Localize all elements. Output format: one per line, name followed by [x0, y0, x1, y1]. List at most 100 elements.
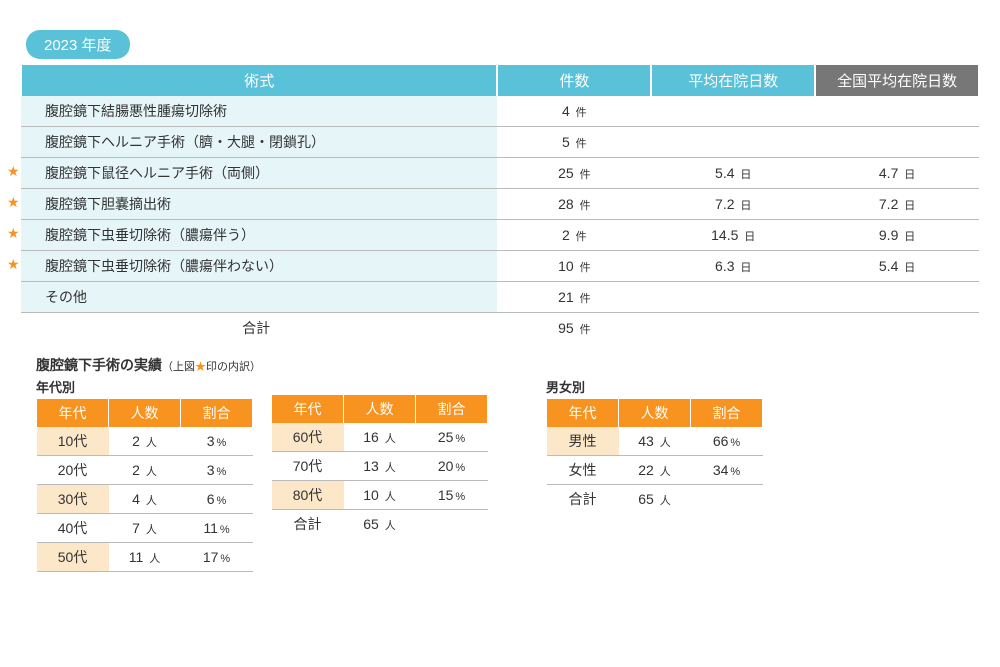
label-cell: 男性	[547, 427, 619, 456]
national-avg-cell	[815, 127, 979, 158]
national-avg-cell: 5.4 日	[815, 251, 979, 282]
ratio-cell: 66%	[691, 427, 763, 456]
table-row: ★腹腔鏡下虫垂切除術（膿瘍伴う）2 件14.5 日9.9 日	[21, 220, 979, 251]
col-age: 年代	[547, 399, 619, 427]
count-cell: 2 人	[109, 456, 181, 485]
total-count: 65 人	[344, 510, 416, 539]
table-row: ★腹腔鏡下虫垂切除術（膿瘍伴わない）10 件6.3 日5.4 日	[21, 251, 979, 282]
total-label: 合計	[547, 485, 619, 514]
ratio-cell: 34%	[691, 456, 763, 485]
star-icon: ★	[7, 163, 20, 180]
national-avg-cell: 9.9 日	[815, 220, 979, 251]
star-icon: ★	[195, 361, 206, 373]
avg-days-cell: 5.4 日	[651, 158, 815, 189]
cases-cell: 5 件	[497, 127, 651, 158]
avg-days-cell: 6.3 日	[651, 251, 815, 282]
spacer-label	[271, 377, 488, 392]
star-icon: ★	[7, 194, 20, 211]
avg-days-cell	[651, 96, 815, 127]
col-cases: 件数	[497, 65, 651, 96]
table-row: 腹腔鏡下結腸悪性腫瘍切除術4 件	[21, 96, 979, 127]
cases-cell: 21 件	[497, 282, 651, 313]
label-cell: 30代	[37, 485, 109, 514]
table-row: 80代10 人15%	[272, 481, 488, 510]
total-count: 65 人	[619, 485, 691, 514]
sub-title: 腹腔鏡下手術の実績（上図★印の内訳）	[36, 355, 980, 375]
procedure-cell: その他	[21, 282, 497, 313]
table-row: 30代4 人6%	[37, 485, 253, 514]
blank-cell	[416, 510, 488, 539]
procedure-cell: ★腹腔鏡下鼠径ヘルニア手術（両側）	[21, 158, 497, 189]
blank-cell	[691, 485, 763, 514]
table-row: ★腹腔鏡下胆嚢摘出術28 件7.2 日7.2 日	[21, 189, 979, 220]
table-row: 20代2 人3%	[37, 456, 253, 485]
col-age: 年代	[37, 399, 109, 427]
col-ratio: 割合	[691, 399, 763, 427]
cases-cell: 4 件	[497, 96, 651, 127]
table-row: 50代11 人17%	[37, 543, 253, 572]
national-avg-cell: 7.2 日	[815, 189, 979, 220]
col-procedure: 術式	[21, 65, 497, 96]
count-cell: 16 人	[344, 423, 416, 452]
procedure-cell: 腹腔鏡下結腸悪性腫瘍切除術	[21, 96, 497, 127]
avg-days-cell: 14.5 日	[651, 220, 815, 251]
table-row: 40代7 人11%	[37, 514, 253, 543]
procedure-cell: ★腹腔鏡下虫垂切除術（膿瘍伴わない）	[21, 251, 497, 282]
gender-group-label: 男女別	[546, 377, 763, 396]
total-row: 合計65 人	[547, 485, 763, 514]
label-cell: 40代	[37, 514, 109, 543]
procedure-cell: ★腹腔鏡下胆嚢摘出術	[21, 189, 497, 220]
label-cell: 70代	[272, 452, 344, 481]
total-row: 合計65 人	[272, 510, 488, 539]
table-row: 男性43 人66%	[547, 427, 763, 456]
age-table-right: 年代 人数 割合 60代16 人25%70代13 人20%80代10 人15%合…	[271, 395, 488, 538]
count-cell: 43 人	[619, 427, 691, 456]
avg-days-cell	[651, 282, 815, 313]
table-header-row: 術式 件数 平均在院日数 全国平均在院日数	[21, 65, 979, 96]
ratio-cell: 6%	[181, 485, 253, 514]
total-label: 合計	[272, 510, 344, 539]
table-row: 70代13 人20%	[272, 452, 488, 481]
cases-cell: 10 件	[497, 251, 651, 282]
col-national-avg: 全国平均在院日数	[815, 65, 979, 96]
star-icon: ★	[7, 256, 20, 273]
cases-cell: 25 件	[497, 158, 651, 189]
gender-table: 年代 人数 割合 男性43 人66%女性22 人34%合計65 人	[546, 399, 763, 513]
blank-cell	[651, 313, 815, 344]
national-avg-cell	[815, 282, 979, 313]
count-cell: 4 人	[109, 485, 181, 514]
label-cell: 10代	[37, 427, 109, 456]
ratio-cell: 3%	[181, 456, 253, 485]
col-ratio: 割合	[181, 399, 253, 427]
count-cell: 2 人	[109, 427, 181, 456]
procedure-cell: 腹腔鏡下ヘルニア手術（臍・大腿・閉鎖孔）	[21, 127, 497, 158]
total-cases: 95 件	[497, 313, 651, 344]
col-count: 人数	[344, 395, 416, 423]
avg-days-cell	[651, 127, 815, 158]
count-cell: 10 人	[344, 481, 416, 510]
national-avg-cell: 4.7 日	[815, 158, 979, 189]
table-row: 腹腔鏡下ヘルニア手術（臍・大腿・閉鎖孔）5 件	[21, 127, 979, 158]
sub-title-paren: （上図★印の内訳）	[162, 361, 261, 373]
col-ratio: 割合	[416, 395, 488, 423]
ratio-cell: 17%	[181, 543, 253, 572]
count-cell: 11 人	[109, 543, 181, 572]
ratio-cell: 11%	[181, 514, 253, 543]
table-row: ★腹腔鏡下鼠径ヘルニア手術（両側）25 件5.4 日4.7 日	[21, 158, 979, 189]
procedure-cell: ★腹腔鏡下虫垂切除術（膿瘍伴う）	[21, 220, 497, 251]
avg-days-cell: 7.2 日	[651, 189, 815, 220]
total-label: 合計	[21, 313, 497, 344]
cases-cell: 2 件	[497, 220, 651, 251]
col-avg-days: 平均在院日数	[651, 65, 815, 96]
table-row: その他21 件	[21, 282, 979, 313]
blank-cell	[815, 313, 979, 344]
cases-cell: 28 件	[497, 189, 651, 220]
age-group-label: 年代別	[36, 377, 253, 396]
star-icon: ★	[7, 225, 20, 242]
label-cell: 50代	[37, 543, 109, 572]
ratio-cell: 3%	[181, 427, 253, 456]
col-age: 年代	[272, 395, 344, 423]
year-badge: 2023 年度	[26, 30, 130, 59]
national-avg-cell	[815, 96, 979, 127]
ratio-cell: 25%	[416, 423, 488, 452]
